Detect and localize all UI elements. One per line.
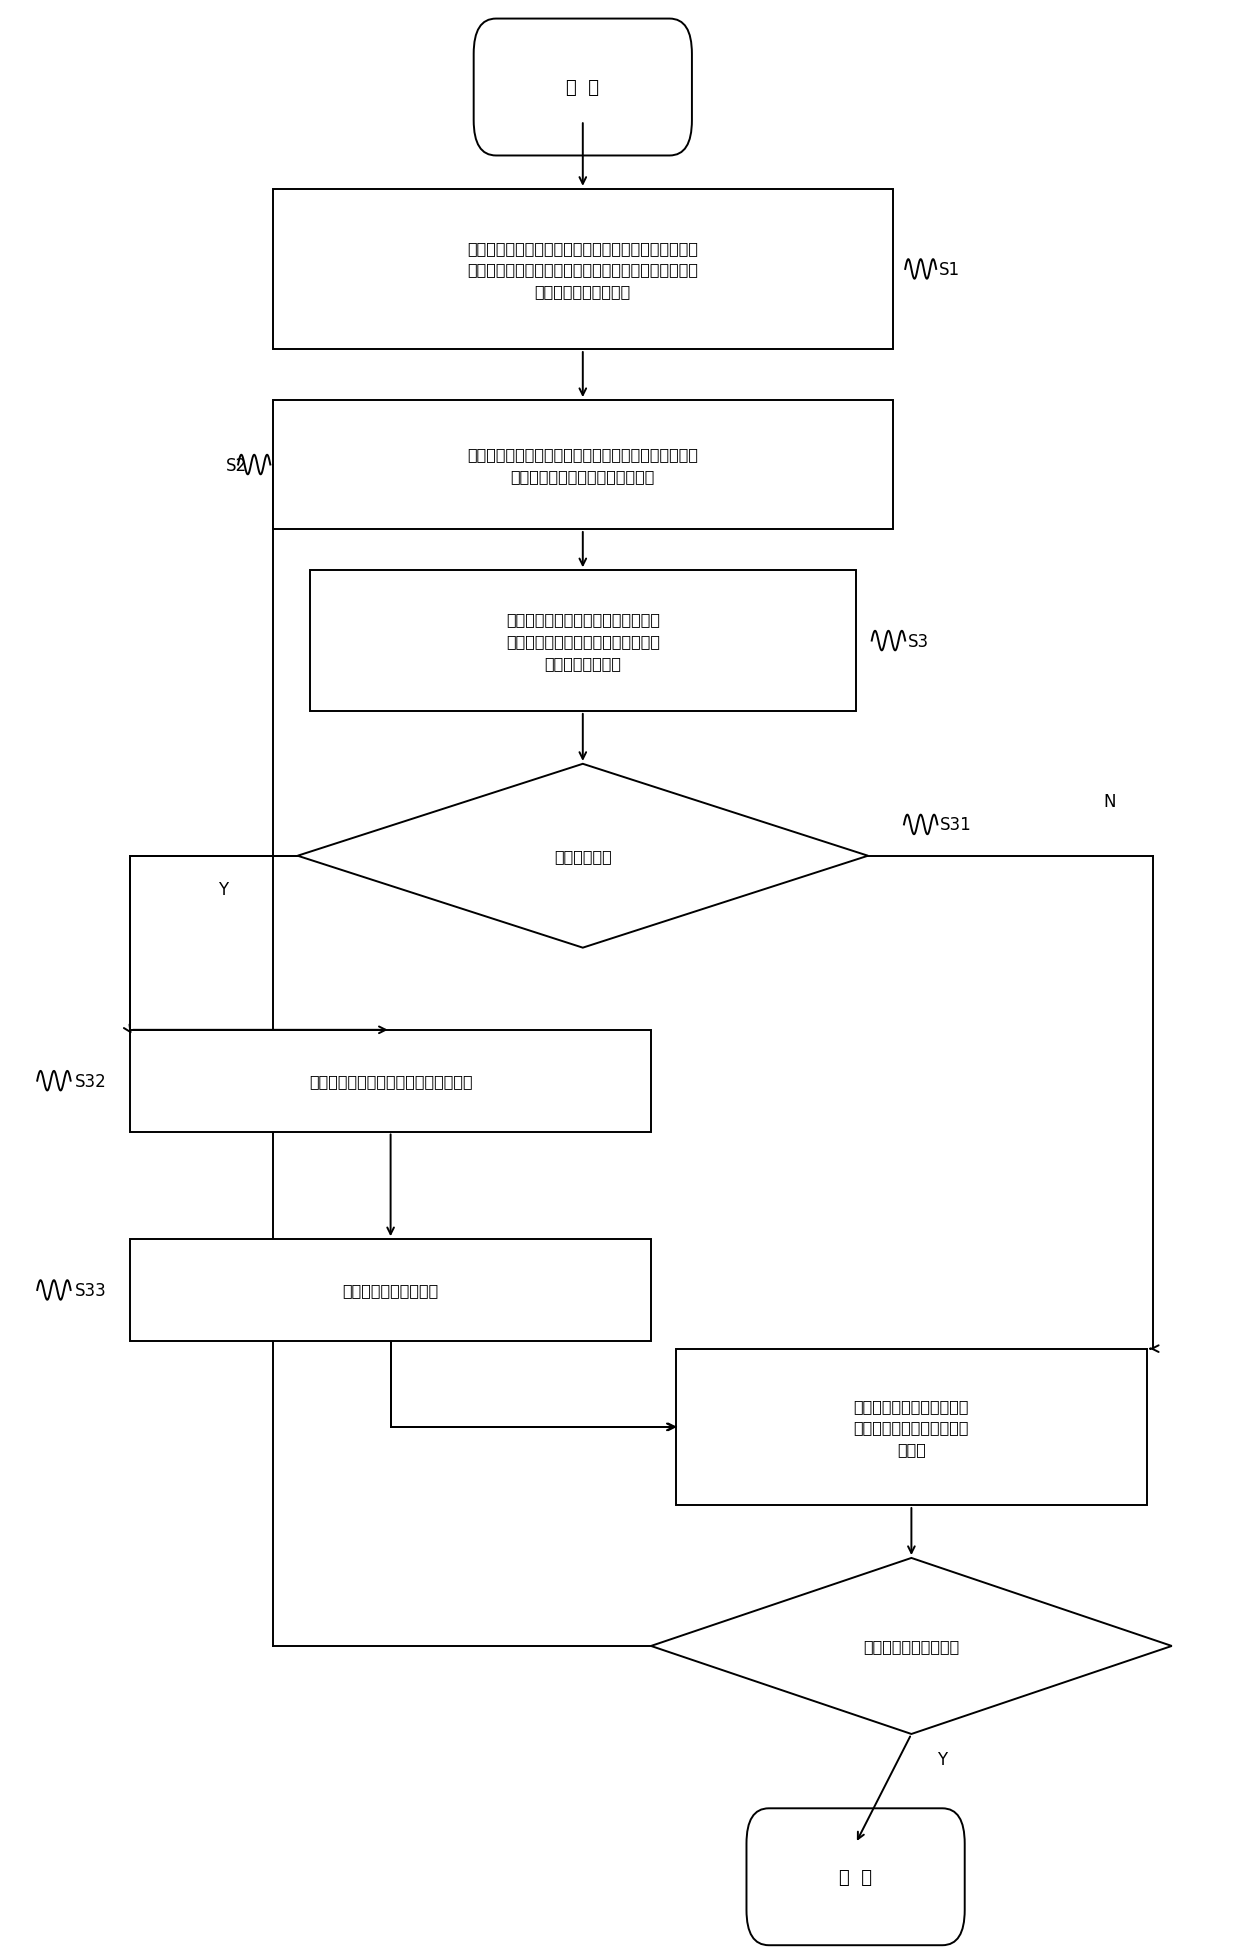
Text: S2: S2 bbox=[226, 456, 247, 475]
Text: 根据待疏散实体信息和建筑物内环境数据制定待疏散实
体位置至目的地的最佳疏散路线。: 根据待疏散实体信息和建筑物内环境数据制定待疏散实 体位置至目的地的最佳疏散路线。 bbox=[467, 448, 698, 483]
Text: S31: S31 bbox=[940, 815, 972, 835]
FancyBboxPatch shape bbox=[130, 1030, 651, 1132]
FancyBboxPatch shape bbox=[746, 1808, 965, 1945]
Text: 监控调度模块向救援终端发送救援指令: 监控调度模块向救援终端发送救援指令 bbox=[309, 1073, 472, 1089]
Text: 监控调度模块接收来自疏散决策指示
端的待疏散实体信息和最佳疏散路线
，监控疏散情况。: 监控调度模块接收来自疏散决策指示 端的待疏散实体信息和最佳疏散路线 ，监控疏散情… bbox=[506, 612, 660, 671]
Text: 开  始: 开 始 bbox=[567, 78, 599, 98]
Text: S3: S3 bbox=[908, 631, 929, 651]
Text: 安全区域是够为目的地: 安全区域是够为目的地 bbox=[863, 1638, 960, 1654]
FancyBboxPatch shape bbox=[676, 1349, 1147, 1505]
Text: Y: Y bbox=[937, 1750, 947, 1769]
Text: 是否需要救援: 是否需要救援 bbox=[554, 848, 611, 864]
FancyBboxPatch shape bbox=[273, 190, 893, 350]
Text: N: N bbox=[1104, 792, 1116, 811]
FancyBboxPatch shape bbox=[474, 20, 692, 156]
Text: 结  束: 结 束 bbox=[839, 1867, 872, 1887]
Text: S33: S33 bbox=[74, 1281, 107, 1300]
FancyBboxPatch shape bbox=[273, 401, 893, 530]
Text: S32: S32 bbox=[74, 1071, 107, 1091]
FancyBboxPatch shape bbox=[130, 1239, 651, 1341]
Polygon shape bbox=[651, 1558, 1172, 1734]
Polygon shape bbox=[298, 764, 868, 948]
Text: 救援终端执行救援行动: 救援终端执行救援行动 bbox=[342, 1282, 439, 1298]
Text: Y: Y bbox=[218, 880, 228, 899]
FancyBboxPatch shape bbox=[310, 571, 856, 712]
Text: S1: S1 bbox=[939, 260, 960, 280]
Text: 待疏散实体通过定位识别端向距离最近的疏散决策指示
端发送待疏散实体信息，疏散决策指示端根据定位识别
端定位待疏散实体位置: 待疏散实体通过定位识别端向距离最近的疏散决策指示 端发送待疏散实体信息，疏散决策… bbox=[467, 240, 698, 299]
Text: 待疏散实体根据当前指定的
最佳路线转移至下一个安全
区域，: 待疏散实体根据当前指定的 最佳路线转移至下一个安全 区域， bbox=[853, 1398, 970, 1456]
